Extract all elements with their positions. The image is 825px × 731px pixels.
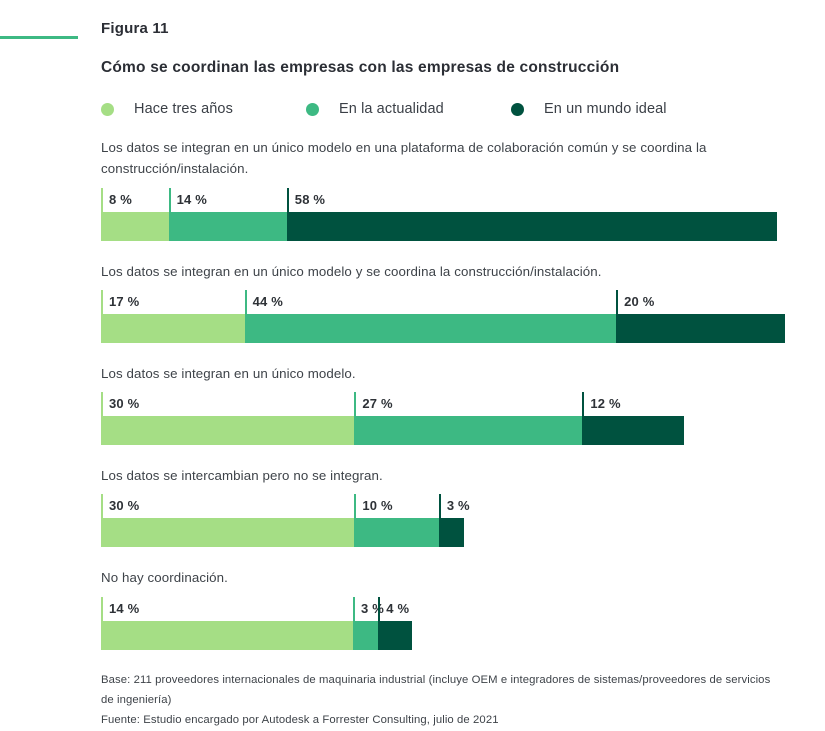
bar-segment [244, 313, 617, 343]
stacked-bar [101, 416, 785, 446]
accent-rule [0, 36, 78, 39]
stacked-bar [101, 518, 785, 548]
bar-segment [354, 416, 583, 446]
bar-segment [101, 620, 353, 650]
value-label: 17 % [101, 289, 139, 314]
bar-group: Los datos se integran en un único modelo… [101, 137, 785, 241]
legend-item-label: Hace tres años [134, 101, 233, 117]
bar-group-label: Los datos se integran en un único modelo… [101, 365, 356, 381]
bar-segment [101, 416, 355, 446]
bar-group: Los datos se integran en un único modelo… [101, 363, 785, 446]
legend-dot-icon [511, 102, 524, 116]
bar-segment [101, 518, 355, 548]
legend-item: En un mundo ideal [511, 101, 667, 117]
value-label: 14 % [101, 596, 139, 621]
value-label: 12 % [582, 392, 621, 417]
stacked-bar-chart: Los datos se integran en un único modelo… [101, 137, 785, 650]
bar-group-label: Los datos se integran en un único modelo… [101, 263, 602, 279]
value-label: 58 % [286, 187, 325, 212]
value-label: 4 % [378, 596, 409, 621]
bar-group-label: Los datos se intercambian pero no se int… [101, 468, 383, 484]
bar-segment [354, 518, 439, 548]
value-label-row: 17 % 44 % 20 % [101, 289, 785, 314]
bar-segment [101, 313, 245, 343]
value-label: 27 % [354, 392, 393, 417]
bar-group: Los datos se intercambian pero no se int… [101, 465, 785, 548]
bar-segment [616, 313, 785, 343]
stacked-bar [101, 620, 785, 650]
bar-segment [378, 620, 413, 650]
bar-group-label: Los datos se integran en un único modelo… [101, 140, 707, 177]
bar-group: Los datos se integran en un único modelo… [101, 261, 785, 343]
legend-dot-icon [306, 102, 319, 116]
footer-notes: Base: 211 proveedores internacionales de… [101, 670, 785, 731]
stacked-bar [101, 211, 785, 241]
figure-title: Cómo se coordinan las empresas con las e… [101, 59, 620, 76]
stacked-bar [101, 313, 785, 343]
legend-dot-icon [101, 102, 114, 116]
value-label-row: 30 % 27 % 12 % [101, 392, 785, 417]
bar-segment [438, 518, 465, 548]
bar-segment [168, 211, 287, 241]
value-label: 8 % [101, 187, 132, 212]
value-label: 20 % [616, 289, 654, 314]
figure-panel: Figura 11 Cómo se coordinan las empresas… [101, 0, 785, 731]
figure-label: Figura 11 [101, 20, 169, 37]
value-label: 30 % [101, 494, 139, 519]
value-label: 10 % [354, 494, 393, 519]
base-note: Base: 211 proveedores internacionales de… [101, 673, 771, 706]
legend: Hace tres años En la actualidad En un mund… [101, 101, 785, 117]
bar-segment [582, 416, 684, 446]
bar-segment [286, 211, 777, 241]
legend-item: En la actualidad [306, 101, 511, 117]
value-label: 30 % [101, 392, 139, 417]
value-label: 3 % [352, 596, 384, 621]
bar-segment [101, 211, 169, 241]
source-note: Fuente: Estudio encargado por Autodesk a… [101, 714, 499, 727]
value-label-row: 14 % 3 % 4 % [101, 596, 785, 621]
value-label: 3 % [438, 494, 470, 519]
value-label: 14 % [168, 187, 207, 212]
legend-item-label: En la actualidad [339, 101, 444, 117]
legend-item-label: En un mundo ideal [544, 101, 667, 117]
legend-item: Hace tres años [101, 101, 306, 117]
value-label-row: 8 % 14 % 58 % [101, 187, 785, 212]
bar-segment [352, 620, 379, 650]
bar-group-label: No hay coordinación. [101, 570, 228, 586]
value-label: 44 % [244, 289, 283, 314]
value-label-row: 30 % 10 % 3 % [101, 494, 785, 519]
bar-group: No hay coordinación. 14 % 3 % 4 % [101, 567, 785, 650]
